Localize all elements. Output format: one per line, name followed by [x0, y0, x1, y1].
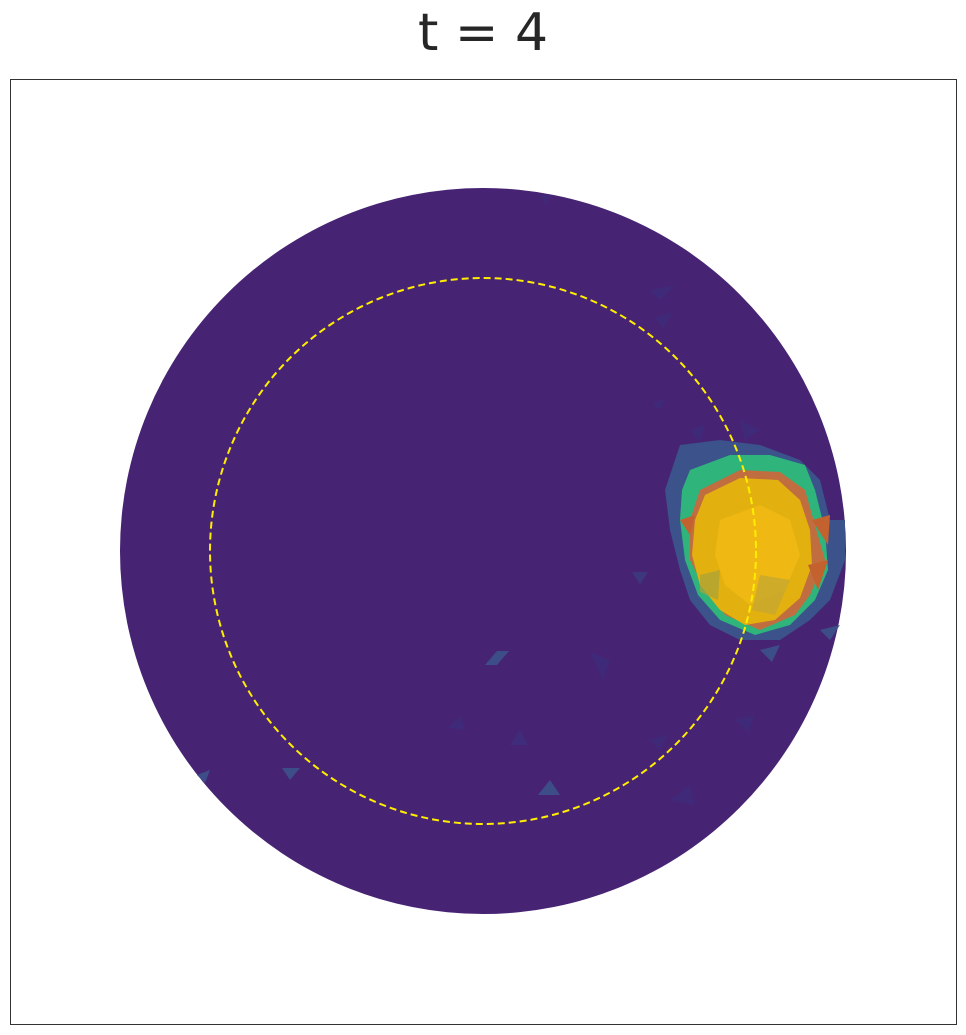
hot-region	[665, 440, 845, 640]
field-plot	[120, 188, 846, 914]
domain-disk	[120, 188, 846, 914]
scattered-cells	[197, 195, 840, 805]
plot-title: t = 4	[418, 3, 548, 63]
reference-circle	[209, 277, 757, 825]
